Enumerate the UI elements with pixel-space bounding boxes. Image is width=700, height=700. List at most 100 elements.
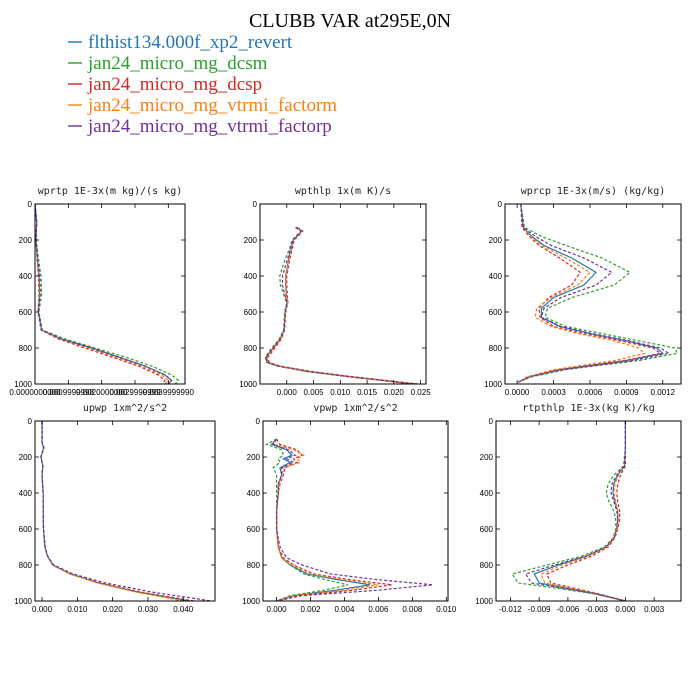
series-line: [40, 421, 212, 601]
panel-5: vpwp 1xm^2/s^2 0 200 400 600 800 1000 0.000 0.00…: [242, 403, 457, 614]
y-tick-label: 1000: [14, 597, 32, 606]
panel-6: rtpthlp 1E-3x(kg K)/kg02004006008001000-…: [475, 403, 682, 614]
y-tick-label: 1000: [475, 597, 493, 606]
x-tick-label: 0.008: [402, 605, 423, 614]
x-tick-label: 0.010: [436, 605, 457, 614]
y-tick-label: 200: [244, 236, 258, 245]
series-line: [546, 421, 627, 601]
y-tick-label: 600: [489, 308, 503, 317]
panel-2: wpthlp 1x(m K)/s 0 200 400 600 800 1000 0.000 0.…: [239, 186, 431, 397]
panel-title: upwp 1xm^2/s^2: [83, 403, 167, 414]
y-tick-label: 400: [480, 489, 494, 498]
y-tick-label: 0: [256, 417, 261, 426]
y-tick-label: 800: [244, 344, 258, 353]
x-tick-label: 0.010: [67, 605, 88, 614]
x-tick-label: 0.010: [330, 388, 351, 397]
series-line: [40, 421, 194, 601]
series-line: [518, 204, 662, 383]
x-tick-label: 0.020: [103, 605, 124, 614]
series-line: [35, 204, 170, 384]
x-tick-label: 0.015: [357, 388, 378, 397]
x-tick-label: -0.006: [557, 605, 580, 614]
legend-label: jan24_micro_mg_dcsm: [87, 53, 268, 74]
plot-frame: [34, 420, 216, 602]
series-line: [518, 204, 665, 383]
y-tick-label: 0: [28, 417, 33, 426]
y-tick-label: 0: [489, 417, 494, 426]
panels: wprtp 1E-3x(m kg)/(s kg) 0 200 400 600 800 100…: [9, 186, 682, 614]
y-tick-label: 800: [19, 344, 33, 353]
legend-label: jan24_micro_mg_dcsp: [87, 74, 262, 95]
figure-title: CLUBB VAR at295E,0N: [249, 10, 451, 32]
x-tick-label: 0.003: [644, 605, 665, 614]
x-tick-label: 0.030: [138, 605, 159, 614]
series-line: [518, 204, 646, 383]
y-tick-label: 600: [247, 525, 261, 534]
plot-frame: [504, 203, 682, 385]
x-tick-label: 0.0012: [651, 388, 676, 397]
series-line: [511, 421, 627, 601]
x-tick-label: -0.009: [528, 605, 551, 614]
x-tick-label: 0.0009: [614, 388, 639, 397]
y-tick-label: 200: [19, 453, 33, 462]
series-line: [518, 204, 671, 383]
y-tick-label: 0: [253, 200, 258, 209]
series-line: [40, 421, 184, 601]
y-tick-label: 400: [247, 489, 261, 498]
y-tick-label: 800: [247, 561, 261, 570]
panel-title: wpthlp 1x(m K)/s: [295, 186, 391, 197]
panel-title: rtpthlp 1E-3x(kg K)/kg: [522, 403, 654, 414]
x-tick-label: -0.012: [499, 605, 522, 614]
y-tick-label: 0: [28, 200, 33, 209]
series-line: [272, 438, 433, 601]
x-tick-label: 0.0039999990: [143, 388, 195, 397]
y-tick-label: 600: [480, 525, 494, 534]
y-tick-label: 1000: [239, 380, 257, 389]
series-line: [265, 226, 415, 384]
panel-1: wprtp 1E-3x(m kg)/(s kg) 0 200 400 600 800 100…: [9, 186, 194, 397]
x-tick-label: 0.000: [615, 605, 636, 614]
series-line: [35, 204, 166, 384]
x-tick-label: 0.0020000000: [76, 388, 128, 397]
y-tick-label: 600: [19, 525, 33, 534]
x-tick-label: 0.020: [384, 388, 405, 397]
x-tick-label: 0.0000: [505, 388, 530, 397]
y-tick-label: 800: [489, 344, 503, 353]
y-tick-label: 400: [19, 489, 33, 498]
plot-frame: [34, 203, 186, 385]
y-tick-label: 400: [19, 272, 33, 281]
plot-frame: [259, 203, 427, 385]
series-line: [40, 421, 191, 601]
x-tick-label: 0.0006: [578, 388, 603, 397]
x-tick-label: 0.000: [277, 388, 298, 397]
series-line: [265, 226, 416, 384]
x-tick-label: 0.0009999998: [43, 388, 95, 397]
y-tick-label: 200: [247, 453, 261, 462]
x-tick-label: 0.025: [411, 388, 432, 397]
series-line: [264, 438, 348, 601]
panel-title: vpwp 1xm^2/s^2: [313, 403, 397, 414]
y-tick-label: 800: [19, 561, 33, 570]
series-line: [540, 421, 627, 601]
y-tick-label: 600: [244, 308, 258, 317]
series-line: [275, 438, 393, 601]
panel-title: wprcp 1E-3x(m/s) (kg/kg): [521, 186, 666, 197]
y-tick-label: 200: [489, 236, 503, 245]
x-tick-label: 0.004: [334, 605, 355, 614]
legend-label: jan24_micro_mg_vtrmi_factorm: [87, 95, 337, 116]
legend: flthist134.000f_xp2_revertjan24_micro_mg…: [68, 32, 337, 137]
legend-label: flthist134.000f_xp2_revert: [88, 32, 293, 53]
y-tick-label: 600: [19, 308, 33, 317]
y-tick-label: 1000: [14, 380, 32, 389]
y-tick-label: 1000: [484, 380, 502, 389]
x-tick-label: 0.002: [301, 605, 322, 614]
y-tick-label: 200: [480, 453, 494, 462]
series-line: [35, 204, 173, 384]
plot-frame: [262, 420, 449, 602]
series-line: [35, 204, 173, 384]
y-tick-label: 400: [489, 272, 503, 281]
y-tick-label: 800: [480, 561, 494, 570]
series-line: [35, 204, 180, 384]
